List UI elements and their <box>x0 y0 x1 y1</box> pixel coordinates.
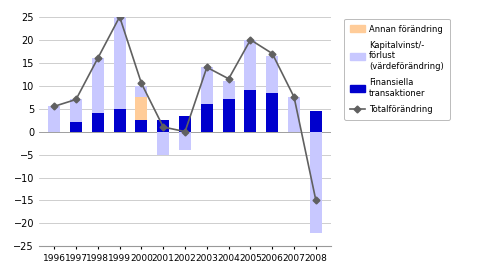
Bar <box>135 97 148 120</box>
Bar <box>135 86 148 120</box>
Bar <box>223 81 235 99</box>
Bar <box>179 132 191 150</box>
Bar <box>135 120 148 132</box>
Bar <box>266 56 278 93</box>
Bar <box>92 113 104 132</box>
Bar <box>223 99 235 132</box>
Bar <box>113 109 126 132</box>
Bar <box>201 67 213 104</box>
Bar <box>70 99 82 122</box>
Bar <box>266 93 278 132</box>
Bar <box>92 58 104 113</box>
Bar <box>157 132 169 155</box>
Bar <box>113 17 126 109</box>
Legend: Annan förändring, Kapitalvinst/-
förlust
(värdeförändring), Finansiella
transakt: Annan förändring, Kapitalvinst/- förlust… <box>344 19 450 120</box>
Bar <box>310 111 322 132</box>
Bar <box>244 40 257 90</box>
Bar <box>70 122 82 132</box>
Bar <box>48 106 60 132</box>
Bar <box>288 97 300 132</box>
Bar <box>201 104 213 132</box>
Bar <box>157 120 169 132</box>
Bar <box>310 132 322 233</box>
Bar <box>179 116 191 132</box>
Bar <box>244 90 257 132</box>
